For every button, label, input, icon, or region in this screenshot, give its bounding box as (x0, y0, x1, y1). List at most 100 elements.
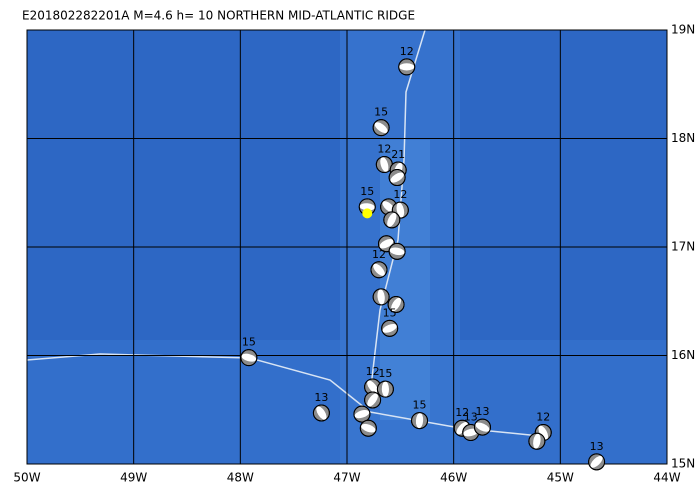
depth-label: 13 (590, 440, 604, 453)
x-tick-label: 47W (333, 471, 360, 485)
depth-label: 13 (475, 405, 489, 418)
x-tick-label: 50W (13, 471, 40, 485)
beachball-dilatation (380, 157, 389, 172)
focal-mechanism (359, 419, 377, 437)
focal-mechanism (588, 453, 606, 471)
beachball-dilatation (391, 297, 402, 312)
beachball-dilatation (374, 122, 388, 134)
beachball-dilatation (415, 413, 424, 429)
depth-label: 13 (314, 391, 328, 404)
focal-mechanism (240, 349, 258, 367)
depth-label: 15 (378, 367, 392, 380)
y-tick-label: 19N (671, 23, 695, 37)
beachball-dilatation (373, 263, 385, 276)
focal-mechanism (372, 119, 390, 137)
focal-mechanism (353, 405, 371, 423)
depth-label: 12 (400, 45, 414, 58)
depth-label: 15 (242, 336, 256, 349)
beachball-outline (473, 418, 491, 436)
beachball-dilatation (533, 433, 541, 449)
beachball-dilatation (359, 203, 375, 211)
beachball-dilatation (361, 423, 376, 433)
beachball-dilatation (396, 202, 405, 218)
beachball-dilatation (382, 323, 397, 333)
x-tick-label: 44W (653, 471, 680, 485)
beachball-outline (388, 169, 406, 187)
beachball-outline (383, 211, 401, 229)
y-tick-label: 18N (671, 131, 695, 145)
beachball-dilatation (382, 201, 395, 213)
focal-mechanism (381, 319, 399, 337)
x-tick-label: 45W (547, 471, 574, 485)
focal-mechanism (375, 156, 393, 174)
beachball-outline (588, 453, 606, 471)
depth-label: 15 (383, 306, 397, 319)
beachball-outline (387, 296, 405, 314)
title: E201802282201A M=4.6 h= 10 NORTHERN MID-… (22, 9, 415, 23)
beachball-dilatation (367, 393, 378, 407)
beachball-outline (376, 380, 394, 398)
depth-label: 15 (374, 106, 388, 119)
beachball-dilatation (354, 409, 370, 419)
y-tick-label: 15N (671, 457, 695, 471)
depth-label: 12 (455, 406, 469, 419)
beachball-outline (370, 261, 388, 279)
epicenter (362, 208, 373, 219)
beachball-outline (372, 119, 390, 137)
beachball-dilatation (316, 406, 327, 420)
beachball-dilatation (377, 289, 385, 305)
focal-mechanism (312, 404, 330, 422)
focal-mechanism (473, 418, 491, 436)
beachball-dilatation (381, 381, 390, 397)
beachball-outline (388, 242, 406, 260)
focal-mechanism (398, 58, 416, 76)
depth-label: 21 (391, 148, 405, 161)
beachball-dilatation (399, 63, 415, 71)
depth-label: 12 (536, 411, 550, 424)
depth-label: 12 (377, 143, 391, 156)
x-tick-label: 49W (120, 471, 147, 485)
beachball-dilatation (367, 380, 379, 394)
beachball-outline (359, 419, 377, 437)
beachball-dilatation (389, 247, 405, 256)
beachball-outline (381, 319, 399, 337)
focal-mechanism (387, 296, 405, 314)
beachball-outline (353, 405, 371, 423)
beachball-dilatation (463, 428, 479, 437)
depth-label: 15 (360, 185, 374, 198)
beachball-outline (312, 404, 330, 422)
beachball-outline (391, 201, 409, 219)
focal-mechanism (372, 288, 390, 306)
beachball-outline (372, 288, 390, 306)
depth-label: 12 (393, 188, 407, 201)
x-tick-label: 46W (440, 471, 467, 485)
beachball-outline (528, 432, 546, 450)
focal-mechanism (388, 242, 406, 260)
beachball-outline (364, 391, 382, 409)
depth-label: 13 (464, 411, 478, 424)
beachball-dilatation (456, 421, 468, 435)
beachball-dilatation (387, 212, 397, 227)
beachball-dilatation (390, 172, 404, 183)
depth-label: 12 (366, 365, 380, 378)
focal-mechanism (376, 380, 394, 398)
focal-mechanism (364, 391, 382, 409)
focal-mechanism (370, 261, 388, 279)
focal-mechanism (528, 432, 546, 450)
x-tick-label: 48W (227, 471, 254, 485)
beachball-dilatation (475, 422, 490, 432)
beachball-outline (411, 412, 429, 430)
beachball-dilatation (379, 239, 394, 249)
beachball-dilatation (538, 425, 549, 440)
depth-label: 15 (413, 399, 427, 412)
y-tick-label: 16N (671, 348, 695, 362)
beachball-dilatation (241, 353, 257, 362)
beachball-dilatation (590, 455, 603, 468)
focal-mechanism (388, 169, 406, 187)
beachball-outline (240, 349, 258, 367)
focal-mechanism (411, 412, 429, 430)
focal-mechanism (383, 211, 401, 229)
depth-label: 12 (372, 248, 386, 261)
y-tick-label: 17N (671, 240, 695, 254)
